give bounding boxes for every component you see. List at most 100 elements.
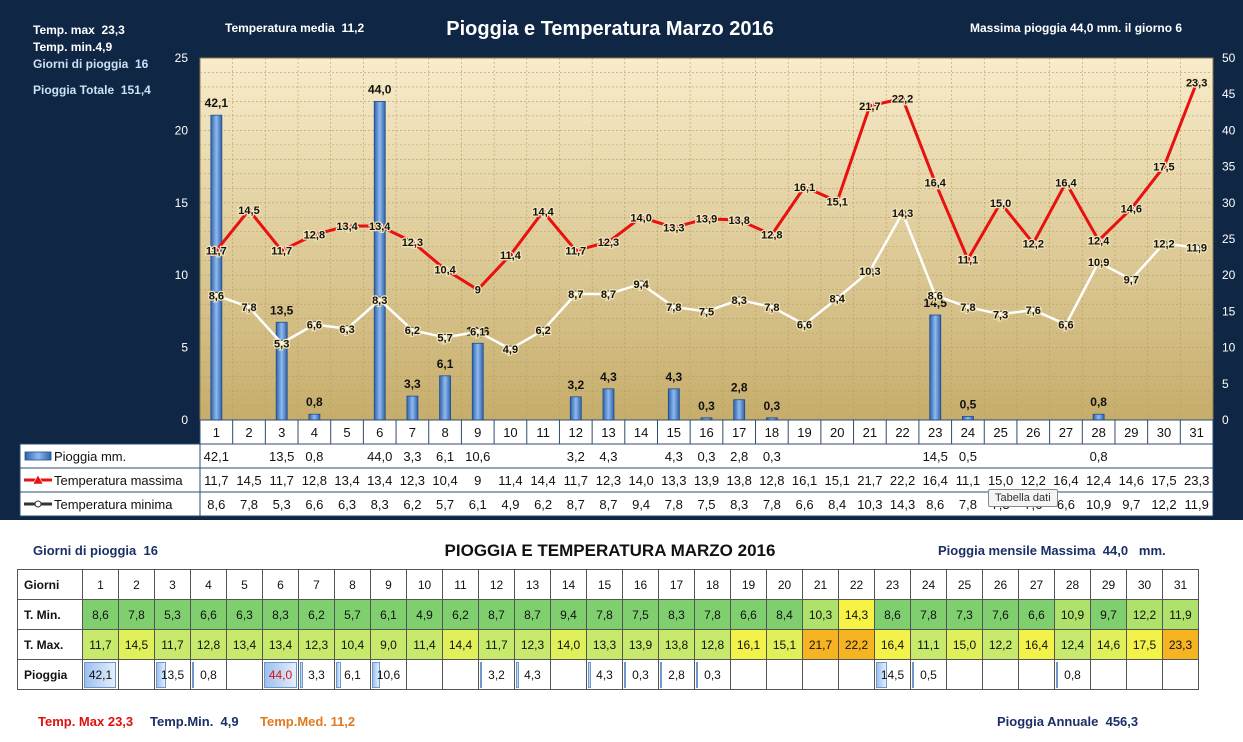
- table-cell-day: 23: [874, 569, 911, 600]
- series-point-label: 13,4: [336, 221, 358, 233]
- table-cell-tmin: 7,8: [910, 599, 947, 630]
- bottom-rain-days-label: Giorni di pioggia: [33, 543, 137, 558]
- series-point-label: 9: [475, 285, 481, 297]
- bottom-monthly-max: Pioggia mensile Massima 44,0 mm.: [938, 543, 1166, 558]
- table-cell-tmax: 23,3: [1162, 629, 1199, 660]
- table-cell-rain: [946, 659, 983, 690]
- table-cell-day: 14: [550, 569, 587, 600]
- rain-data-bar-fill: [336, 661, 341, 688]
- legend-row-label: Temperatura massima: [54, 473, 183, 488]
- table-cell-tmax: 12,4: [1054, 629, 1091, 660]
- series-point-label: 22,2: [892, 94, 913, 106]
- category-tick-label: 21: [863, 425, 877, 440]
- right-axis-tick-label: 5: [1222, 377, 1229, 391]
- series-point-label: 6,6: [307, 319, 322, 331]
- rain-bar-label: 2,8: [731, 381, 748, 395]
- table-cell-day: 29: [1090, 569, 1127, 600]
- rain-data-bar: 10,6: [372, 661, 405, 688]
- category-tick-label: 4: [311, 425, 318, 440]
- table-cell-value: 10,3: [857, 497, 882, 512]
- table-cell-value: 7,8: [665, 497, 683, 512]
- table-cell-tmin: 8,4: [766, 599, 803, 630]
- series-point: [931, 179, 939, 187]
- rain-bar: [471, 342, 484, 421]
- rain-data-bar-fill: [84, 661, 116, 688]
- rain-data-bar-label: 0,3: [704, 667, 721, 682]
- table-cell-value: 0,8: [1090, 449, 1108, 464]
- table-cell-value: 8,7: [599, 497, 617, 512]
- series-point: [866, 267, 874, 275]
- series-point: [801, 183, 809, 191]
- series-point-label: 13,9: [696, 214, 717, 226]
- table-cell-tmin: 5,3: [154, 599, 191, 630]
- category-tick-label: 14: [634, 425, 648, 440]
- rain-data-bar-label: 6,1: [344, 667, 361, 682]
- series-point-label: 11,4: [500, 250, 522, 262]
- rain-bar: [569, 396, 582, 421]
- series-point-label: 6,2: [405, 325, 420, 337]
- table-cell-value: 7,5: [697, 497, 715, 512]
- rain-bar-label: 44,0: [368, 82, 392, 96]
- table-cell-value: 6,6: [1057, 497, 1075, 512]
- table-cell-value: 3,2: [567, 449, 585, 464]
- table-cell-rain: 0,3: [694, 659, 731, 690]
- table-cell-tmax: 12,2: [982, 629, 1019, 660]
- series-point-label: 17,5: [1153, 162, 1174, 174]
- series-point: [278, 247, 286, 255]
- series-point-label: 13,4: [369, 221, 391, 233]
- table-cell-value: 13,9: [694, 473, 719, 488]
- legend-tmax-marker-icon: [32, 474, 44, 485]
- table-cell-value: 6,1: [436, 449, 454, 464]
- table-cell-value: 13,4: [334, 473, 359, 488]
- table-cell-day: 18: [694, 569, 731, 600]
- table-cell-day: 4: [190, 569, 227, 600]
- rain-bar-label: 0,3: [698, 399, 715, 413]
- category-tick-label: 11: [536, 425, 550, 440]
- rain-bar: [308, 413, 321, 421]
- table-cell-value: 44,0: [367, 449, 392, 464]
- table-cell-tmax: 12,3: [298, 629, 335, 660]
- table-cell-day: 30: [1126, 569, 1163, 600]
- table-cell-value: 3,3: [403, 449, 421, 464]
- table-cell-value: 14,0: [628, 473, 653, 488]
- bottom-title: PIOGGIA E TEMPERATURA MARZO 2016: [444, 541, 776, 560]
- table-cell-rain: 42,1: [82, 659, 119, 690]
- series-point: [474, 286, 482, 294]
- series-point: [408, 238, 416, 246]
- rain-data-bar-fill: [1056, 661, 1058, 688]
- table-cell-tmax: 16,4: [874, 629, 911, 660]
- table-cell-rain: [226, 659, 263, 690]
- rain-data-bar-label: 4,3: [596, 667, 613, 682]
- rain-data-bar: 2,8: [660, 661, 693, 688]
- series-point: [1160, 239, 1168, 247]
- rain-data-bar-label: 0,3: [632, 667, 649, 682]
- table-row-tmax: T. Max. 11,7 14,5 11,7 12,8 13,4 13,4 12,3 10,4 9…: [17, 629, 1199, 660]
- table-cell-value: 9: [474, 473, 481, 488]
- rain-temperature-chart: 05101520250510152025303540455042,113,50,…: [19, 51, 1236, 517]
- series-point-label: 12,3: [402, 237, 423, 249]
- right-axis-tick-label: 30: [1222, 196, 1236, 210]
- rain-data-bar: 4,3: [588, 661, 621, 688]
- series-point-label: 12,3: [598, 237, 619, 249]
- plot-area: [199, 57, 1214, 421]
- series-point-label: 10,3: [859, 266, 880, 278]
- table-cell-value: 14,5: [236, 473, 261, 488]
- table-cell-value: 22,2: [890, 473, 915, 488]
- series-point: [1029, 306, 1037, 314]
- table-cell-day: 3: [154, 569, 191, 600]
- table-cell-tmin: 10,9: [1054, 599, 1091, 630]
- table-cell-value: 4,3: [665, 449, 683, 464]
- table-cell-day: 1: [82, 569, 119, 600]
- table-cell-tmin: 8,6: [874, 599, 911, 630]
- table-cell-tmax: 15,0: [946, 629, 983, 660]
- table-cell-day: 9: [370, 569, 407, 600]
- series-point-label: 11,9: [1186, 243, 1207, 255]
- left-axis-tick-label: 0: [181, 413, 188, 427]
- table-cell-tmin: 8,3: [262, 599, 299, 630]
- row-header-tmin: T. Min.: [17, 599, 83, 630]
- series-point-label: 8,7: [601, 289, 616, 301]
- table-row-tmin: T. Min. 8,6 7,8 5,3 6,6 6,3 8,3 6,2 5,7 6,1 4,9 6,2…: [17, 599, 1199, 630]
- series-point-label: 23,3: [1186, 78, 1207, 90]
- category-tick-label: 17: [732, 425, 746, 440]
- rain-data-bar-label: 13,5: [160, 667, 185, 682]
